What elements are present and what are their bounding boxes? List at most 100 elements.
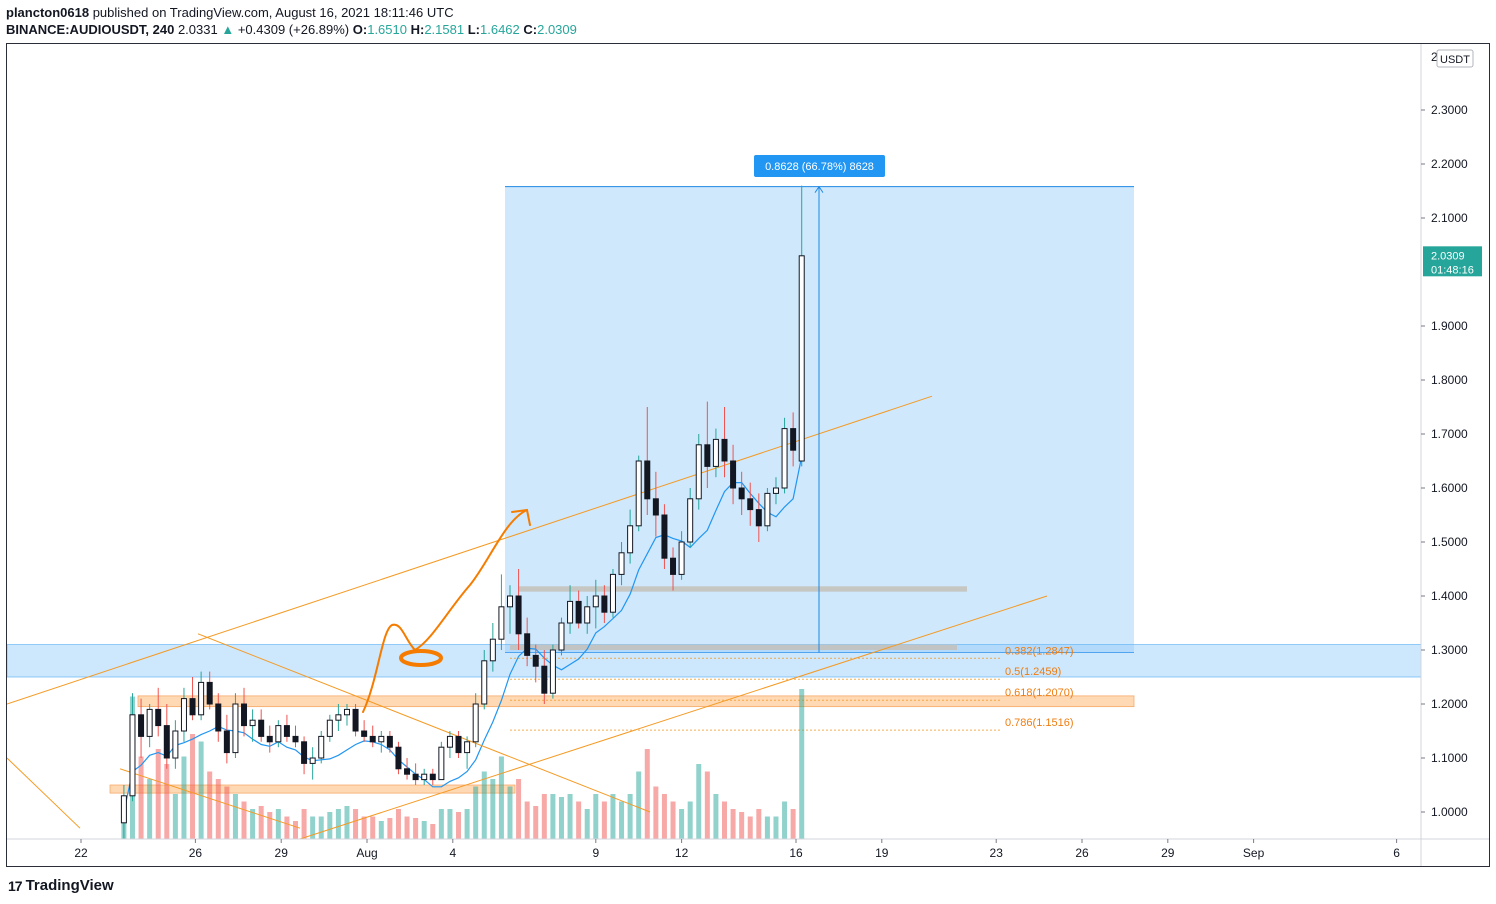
candle-body-12 <box>223 730 230 754</box>
candle-body-70 <box>721 438 728 462</box>
time-tick-label-0: 22 <box>74 846 88 860</box>
candle-body-51 <box>558 622 565 651</box>
high-value: 2.1581 <box>424 22 465 37</box>
price-tick-label-9: 1.3000 <box>1431 643 1468 657</box>
candle-body-46 <box>515 595 522 635</box>
author[interactable]: plancton0618 <box>6 5 90 20</box>
candle-body-53 <box>575 600 582 624</box>
last-price-tag <box>1423 246 1482 277</box>
volume-bar-79 <box>799 689 805 839</box>
time-tick-label-7: 16 <box>789 846 803 860</box>
candle-body-76 <box>772 487 779 494</box>
candle-body-58 <box>618 552 625 575</box>
volume-bar-62 <box>653 786 659 839</box>
chart-frame <box>6 43 1490 867</box>
candle-body-37 <box>438 746 445 781</box>
zone-orange-2 <box>109 784 516 794</box>
volume-bar-46 <box>516 779 522 839</box>
publish-info: plancton0618 published on TradingView.co… <box>6 5 454 20</box>
candle-body-60 <box>635 460 642 527</box>
volume-bar-6 <box>172 794 178 839</box>
time-tick-label-8: 19 <box>875 846 889 860</box>
measure-label-bg <box>754 155 885 177</box>
falling-trendline <box>197 633 651 813</box>
candle-body-2 <box>138 714 145 737</box>
high-label: H: <box>410 22 425 37</box>
volume-bar-5 <box>164 764 170 839</box>
time-tick-label-2: 29 <box>275 846 289 860</box>
volume-bar-13 <box>232 794 238 839</box>
candle-body-0 <box>120 795 127 824</box>
candle-body-56 <box>601 595 608 613</box>
candle-body-55 <box>592 595 599 608</box>
volume-bar-32 <box>395 809 401 839</box>
price-tick-label-4: 1.8000 <box>1431 373 1468 387</box>
candle-body-18 <box>275 725 282 743</box>
volume-bar-33 <box>404 816 410 839</box>
volume-bar-72 <box>739 812 745 839</box>
candle-body-42 <box>481 660 488 705</box>
candle-body-74 <box>755 509 762 527</box>
candle-body-77 <box>781 428 788 489</box>
candle-body-48 <box>532 654 539 667</box>
price-tick-label-10: 1.2000 <box>1431 697 1468 711</box>
candle-body-1 <box>129 714 136 797</box>
volume-bar-58 <box>619 801 625 839</box>
candle-body-38 <box>446 735 453 748</box>
candle-body-67 <box>695 444 702 500</box>
candle-body-41 <box>472 703 479 743</box>
plot-area <box>7 185 1421 839</box>
candle-body-17 <box>266 735 273 743</box>
volume-bar-52 <box>567 794 573 839</box>
volume-bar-61 <box>644 749 650 839</box>
volume-bar-77 <box>782 801 788 839</box>
volume-bar-59 <box>627 794 633 839</box>
volume-bar-78 <box>790 809 796 839</box>
price-tick-label-1: 2.2000 <box>1431 157 1468 171</box>
time-tick-label-4: 4 <box>449 846 456 860</box>
volume-bar-40 <box>464 809 470 839</box>
volume-bar-39 <box>456 812 462 839</box>
volume-bar-10 <box>207 771 213 839</box>
volume-bar-73 <box>747 816 753 839</box>
volume-bar-47 <box>524 801 530 839</box>
brand-name: TradingView <box>25 877 114 894</box>
volume-bar-26 <box>344 806 350 839</box>
price-tick-label-7: 1.5000 <box>1431 535 1468 549</box>
volume-bar-68 <box>704 771 710 839</box>
open-label: O: <box>352 22 368 37</box>
candle-body-19 <box>283 725 290 737</box>
close-label: C: <box>523 22 538 37</box>
fib-label-3: 0.786(1.1516) <box>1005 717 1074 729</box>
ohlc-legend: BINANCE:AUDIOUSDT, 240 2.0331 ▲ +0.4309 … <box>6 22 577 37</box>
symbol-label[interactable]: BINANCE:AUDIOUSDT, 240 <box>6 22 175 37</box>
price-tick-label-11: 1.1000 <box>1431 751 1468 765</box>
price-tick-label-3: 1.9000 <box>1431 319 1468 333</box>
candle-body-71 <box>730 460 737 489</box>
bar-countdown: 01:48:16 <box>1431 264 1474 276</box>
volume-bar-19 <box>284 816 290 839</box>
candle-body-72 <box>738 487 745 500</box>
volume-bar-76 <box>773 816 779 839</box>
candle-body-59 <box>627 525 634 554</box>
candle-body-24 <box>326 719 333 737</box>
fib-label-0: 0.382(1.2847) <box>1005 645 1074 657</box>
zone-orange-1 <box>137 695 1135 708</box>
currency-badge <box>1436 49 1474 68</box>
candle-body-11 <box>215 703 222 732</box>
candle-body-35 <box>421 773 428 781</box>
volume-bar-74 <box>756 809 762 839</box>
up-arrow-icon: ▲ <box>221 22 235 37</box>
volume-bar-21 <box>301 809 307 839</box>
price-tick-label-0: 2.3000 <box>1431 103 1468 117</box>
volume-bar-41 <box>473 786 479 839</box>
candle-body-75 <box>764 492 771 527</box>
volume-bar-38 <box>447 809 453 839</box>
volume-bar-27 <box>353 809 359 839</box>
volume-bar-25 <box>335 809 341 839</box>
upper-trendline <box>7 395 933 705</box>
publish-text: published on TradingView.com, August 16,… <box>89 5 454 20</box>
candle-body-44 <box>498 606 505 640</box>
candle-body-65 <box>678 541 685 575</box>
